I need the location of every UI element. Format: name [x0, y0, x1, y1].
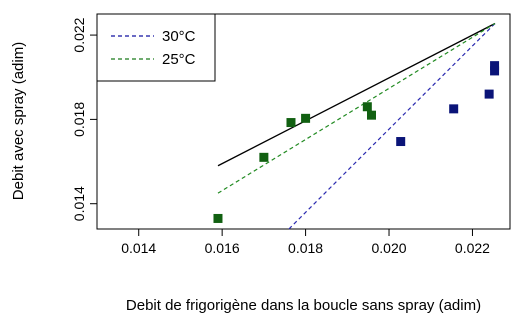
x-tick-label: 0.020	[371, 240, 406, 256]
y-axis-title: Debit avec spray (adim)	[10, 42, 27, 200]
data-point-0	[449, 104, 459, 114]
fit-line-0	[288, 23, 496, 230]
data-point-1	[259, 152, 269, 162]
reference-line	[217, 22, 496, 167]
x-axis-title: Debit de frigorigène dans la boucle sans…	[126, 297, 481, 314]
y-tick-label: 0.014	[71, 186, 87, 221]
x-tick-label: 0.022	[455, 240, 490, 256]
legend-label-25c: 25°C	[162, 51, 196, 68]
x-tick-label: 0.014	[121, 240, 156, 256]
data-point-1	[286, 118, 296, 128]
legend-box	[96, 13, 216, 82]
data-point-0	[490, 61, 500, 71]
plot-frame	[96, 13, 511, 230]
fit-line-1	[217, 22, 496, 194]
data-point-0	[490, 66, 500, 76]
axes: 0.014 0.016 0.018 0.020 0.022 0.014 0.018 0.022	[71, 17, 490, 256]
data-point-0	[396, 137, 406, 147]
data-point-0	[484, 89, 494, 99]
y-tick-label: 0.018	[71, 102, 87, 137]
x-tick-label: 0.016	[205, 240, 240, 256]
data-point-1	[213, 213, 223, 223]
legend: 30°C 25°C	[96, 13, 216, 82]
x-tick-label: 0.018	[288, 240, 323, 256]
data-markers	[213, 61, 500, 223]
y-tick-label: 0.022	[71, 17, 87, 52]
data-point-1	[301, 113, 311, 123]
data-point-1	[366, 110, 376, 120]
data-point-1	[362, 102, 372, 112]
fit-lines	[217, 22, 496, 230]
legend-label-30c: 30°C	[162, 28, 196, 45]
